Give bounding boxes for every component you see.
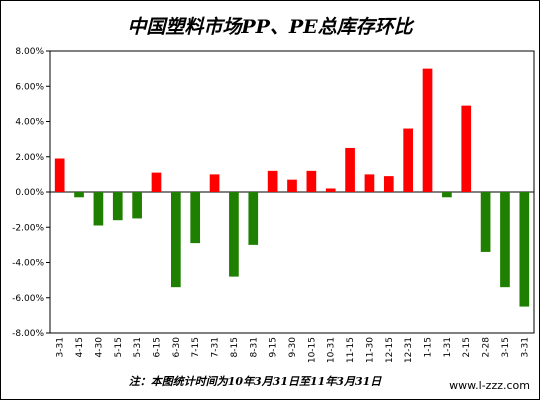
y-tick-label: -6.00% (12, 294, 44, 304)
y-tick-label: -2.00% (12, 223, 44, 233)
bar (287, 179, 297, 192)
x-tick-label: 3-31 (56, 337, 66, 357)
x-tick-label: 2-28 (482, 337, 492, 358)
y-tick-label: 8.00% (15, 47, 44, 57)
y-tick-label: 4.00% (15, 118, 44, 128)
x-tick-label: 2-15 (462, 337, 472, 357)
y-tick-label: -4.00% (12, 259, 44, 269)
bar (112, 192, 123, 221)
bar (500, 192, 510, 288)
bar (364, 174, 375, 192)
bar (132, 192, 142, 219)
y-tick-label: 0.00% (15, 188, 44, 198)
x-tick-label: 10-15 (307, 337, 317, 363)
bar (209, 174, 220, 192)
x-tick-label: 3-31 (520, 337, 530, 357)
x-tick-label: 12-15 (385, 337, 395, 363)
x-tick-label: 11-30 (365, 337, 375, 363)
x-tick-label: 8-15 (230, 337, 240, 357)
y-tick-label: 2.00% (15, 153, 44, 163)
bar (190, 192, 201, 244)
x-tick-label: 5-31 (133, 337, 143, 357)
bar (442, 192, 452, 198)
bar (93, 192, 104, 226)
x-tick-label: 8-31 (249, 337, 259, 357)
bar (74, 192, 84, 198)
x-tick-label: 1-31 (443, 337, 453, 357)
watermark: www.l-zzz.com (449, 379, 530, 392)
x-tick-label: 12-31 (404, 337, 414, 363)
x-tick-label: 9-30 (288, 337, 298, 358)
x-tick-label: 10-31 (327, 337, 337, 363)
bar (461, 105, 472, 192)
bar (480, 192, 491, 252)
bar (422, 68, 433, 192)
x-tick-label: 7-31 (211, 337, 221, 357)
bar (519, 192, 530, 307)
bar (403, 128, 413, 192)
x-tick-label: 4-15 (75, 337, 85, 357)
x-tick-label: 9-15 (269, 337, 279, 357)
x-tick-label: 3-15 (501, 337, 511, 357)
bar (171, 192, 181, 288)
bar (248, 192, 259, 245)
footnote: 注：本图统计时间为10年3月31日至11年3月31日 (129, 375, 383, 388)
bar (54, 158, 65, 192)
bar (345, 147, 355, 192)
x-tick-label: 6-30 (172, 337, 182, 358)
y-tick-label: -8.00% (12, 329, 44, 339)
bar (229, 192, 239, 277)
bar (151, 172, 162, 192)
y-tick-label: 6.00% (15, 82, 44, 92)
x-tick-label: 1-15 (424, 337, 434, 357)
x-tick-label: 6-15 (152, 337, 162, 357)
x-tick-label: 7-15 (191, 337, 201, 357)
x-tick-label: 11-15 (346, 337, 356, 363)
bar (325, 188, 336, 192)
x-tick-label: 5-15 (114, 337, 124, 357)
bar (306, 170, 317, 192)
chart-title: 中国塑料市场PP、PE总库存环比 (127, 16, 414, 38)
bar (267, 170, 278, 192)
bar (383, 176, 394, 192)
x-tick-label: 4-30 (94, 337, 104, 358)
